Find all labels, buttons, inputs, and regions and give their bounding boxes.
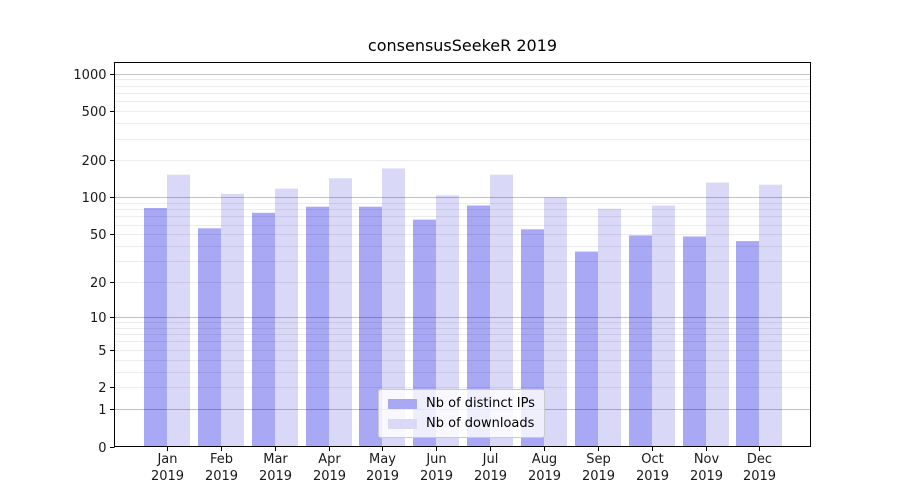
legend: Nb of distinct IPs Nb of downloads bbox=[378, 389, 545, 438]
x-tick-label: Jan bbox=[156, 452, 177, 467]
x-tick-label: 2019 bbox=[313, 469, 346, 484]
bar-distinct-ips bbox=[629, 235, 652, 447]
bar-distinct-ips bbox=[252, 212, 275, 447]
x-tick-label: 2019 bbox=[420, 469, 453, 484]
y-tick-label: 5 bbox=[98, 344, 106, 359]
bar-downloads bbox=[275, 188, 298, 447]
bar-distinct-ips bbox=[467, 205, 490, 447]
bar-distinct-ips bbox=[575, 251, 598, 447]
x-tick-label: Mar bbox=[263, 452, 288, 467]
x-tick-label: Apr bbox=[318, 452, 341, 467]
x-tick-label: 2019 bbox=[636, 469, 669, 484]
x-tick-label: Aug bbox=[532, 452, 557, 467]
x-tick-label: 2019 bbox=[366, 469, 399, 484]
x-tick-label: 2019 bbox=[474, 469, 507, 484]
bar-downloads bbox=[329, 178, 352, 447]
bar-distinct-ips bbox=[306, 206, 329, 447]
chart-title: consensusSeekeR 2019 bbox=[367, 36, 558, 55]
bar-distinct-ips bbox=[736, 241, 759, 447]
x-tick-label: 2019 bbox=[259, 469, 292, 484]
y-tick-label: 200 bbox=[82, 154, 107, 169]
axes-frame bbox=[114, 62, 811, 447]
x-tick-label: 2019 bbox=[582, 469, 615, 484]
bar-distinct-ips bbox=[359, 206, 382, 447]
x-tick-label: 2019 bbox=[743, 469, 776, 484]
bar-distinct-ips bbox=[144, 208, 167, 447]
y-tick-label: 2 bbox=[98, 381, 106, 396]
x-tick-label: Feb bbox=[210, 452, 233, 467]
legend-item-downloads: Nb of downloads bbox=[388, 417, 535, 430]
y-tick-label: 500 bbox=[82, 105, 107, 120]
x-tick-label: Dec bbox=[747, 452, 772, 467]
x-tick-label: 2019 bbox=[690, 469, 723, 484]
x-tick-label: 2019 bbox=[528, 469, 561, 484]
legend-item-distinct-ips: Nb of distinct IPs bbox=[388, 397, 535, 410]
legend-label-downloads: Nb of downloads bbox=[426, 416, 535, 431]
y-tick-label: 1000 bbox=[73, 68, 106, 83]
bar-downloads bbox=[382, 168, 405, 447]
x-tick-label: Jul bbox=[482, 452, 499, 467]
x-tick-label: Sep bbox=[586, 452, 611, 467]
x-tick-label: Jun bbox=[425, 452, 446, 467]
y-tick-label: 20 bbox=[90, 276, 107, 291]
bar-downloads bbox=[544, 197, 567, 447]
bar-downloads bbox=[759, 184, 782, 447]
bar-downloads bbox=[490, 174, 513, 447]
y-tick-label: 0 bbox=[98, 441, 106, 456]
bar-downloads bbox=[221, 193, 244, 447]
x-tick-label: 2019 bbox=[205, 469, 238, 484]
x-tick-label: Nov bbox=[694, 452, 720, 467]
legend-label-distinct-ips: Nb of distinct IPs bbox=[426, 396, 535, 411]
bar-downloads bbox=[167, 174, 190, 447]
legend-swatch-distinct-ips bbox=[388, 398, 417, 409]
y-tick-label: 50 bbox=[90, 228, 107, 243]
bar-distinct-ips bbox=[198, 228, 221, 447]
bar-downloads bbox=[598, 208, 621, 447]
y-tick-label: 100 bbox=[82, 191, 107, 206]
bar-distinct-ips bbox=[683, 236, 706, 447]
x-tick-label: Oct bbox=[641, 452, 663, 467]
legend-swatch-downloads bbox=[388, 418, 417, 429]
y-tick-label: 10 bbox=[90, 311, 107, 326]
x-tick-label: 2019 bbox=[151, 469, 184, 484]
bar-downloads bbox=[436, 195, 459, 447]
bar-downloads bbox=[706, 182, 729, 447]
bar-downloads bbox=[652, 205, 675, 447]
y-tick-label: 1 bbox=[98, 403, 106, 418]
x-tick-label: May bbox=[369, 452, 396, 467]
